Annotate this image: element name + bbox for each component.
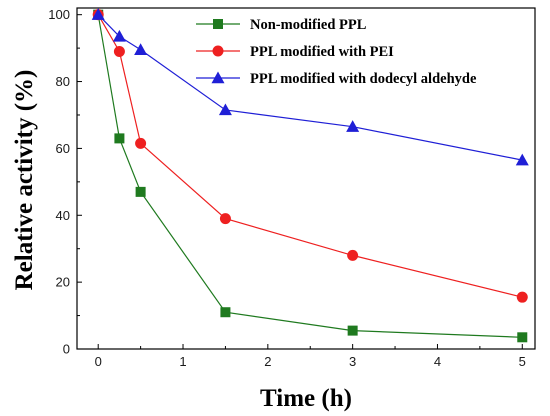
series-line	[97, 14, 523, 161]
data-point-circle	[219, 213, 231, 225]
data-point-triangle	[515, 153, 529, 166]
series-3	[91, 8, 529, 166]
plot-frame	[76, 7, 536, 350]
y-tick-label: 60	[56, 141, 70, 156]
data-point-square	[347, 325, 358, 336]
data-point-square	[517, 332, 528, 343]
x-tick-label: 0	[95, 354, 102, 369]
y-tick-label: 40	[56, 208, 70, 223]
y-tick-label: 80	[56, 74, 70, 89]
x-tick-label: 4	[434, 354, 441, 369]
legend-item-1: Non-modified PPL	[196, 17, 367, 33]
series-line	[97, 14, 523, 338]
legend-marker-triangle	[211, 71, 225, 84]
legend-marker-square	[213, 19, 223, 29]
data-point-square	[114, 133, 125, 144]
data-point-circle	[347, 249, 359, 261]
data-point-circle	[135, 137, 147, 149]
data-point-square	[220, 307, 231, 318]
data-point-square	[135, 186, 146, 197]
legend-item-3: PPL modified with dodecyl aldehyde	[196, 71, 477, 87]
x-tick-label: 1	[179, 354, 186, 369]
x-tick-label: 5	[519, 354, 526, 369]
y-tick-label: 0	[63, 342, 70, 357]
legend-label: PPL modified with PEI	[250, 44, 394, 60]
data-point-triangle	[134, 43, 148, 55]
y-tick-label: 20	[56, 275, 70, 290]
legend-marker-circle	[212, 45, 224, 57]
data-point-triangle	[112, 29, 126, 42]
y-tick-label: 100	[48, 7, 70, 22]
series-line	[97, 14, 523, 298]
data-point-triangle	[218, 103, 232, 116]
legend-label: PPL modified with dodecyl aldehyde	[250, 71, 477, 87]
legend-label: Non-modified PPL	[250, 17, 367, 33]
x-axis-title: Time (h)	[260, 385, 352, 412]
data-point-circle	[113, 45, 125, 57]
axes: 0 1 2 3 4 5 0 20 40 60 80 100	[48, 7, 526, 369]
legend: Non-modified PPL PPL modified with PEI PPL…	[196, 17, 477, 87]
legend-item-2: PPL modified with PEI	[196, 44, 394, 60]
x-tick-label: 3	[349, 354, 356, 369]
y-axis-title: Relative activity (%)	[11, 70, 38, 291]
data-point-triangle	[346, 120, 360, 132]
data-point-circle	[516, 291, 528, 303]
data-point-triangle	[91, 8, 105, 20]
series-layer	[91, 8, 529, 343]
x-tick-label: 2	[264, 354, 271, 369]
